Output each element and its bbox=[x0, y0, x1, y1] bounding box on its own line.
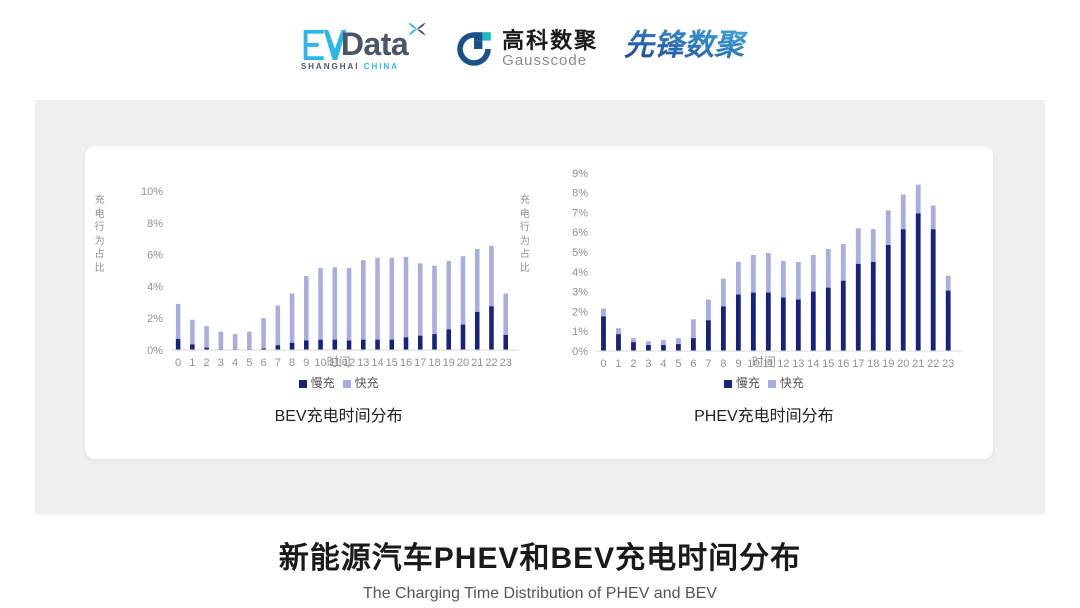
svg-text:10%: 10% bbox=[141, 186, 163, 198]
svg-text:3%: 3% bbox=[572, 287, 588, 299]
svg-text:4%: 4% bbox=[572, 267, 588, 279]
svg-text:2%: 2% bbox=[572, 306, 588, 318]
svg-text:2%: 2% bbox=[147, 313, 163, 325]
svg-text:先锋数聚: 先锋数聚 bbox=[624, 29, 748, 62]
svg-text:4%: 4% bbox=[147, 281, 163, 293]
svg-text:8%: 8% bbox=[147, 218, 163, 230]
svg-text:6%: 6% bbox=[572, 227, 588, 239]
svg-text:9%: 9% bbox=[572, 168, 588, 180]
svg-text:5%: 5% bbox=[572, 247, 588, 259]
svg-text:1%: 1% bbox=[572, 326, 588, 338]
svg-text:7%: 7% bbox=[572, 207, 588, 219]
svg-text:8%: 8% bbox=[572, 188, 588, 200]
svg-text:6%: 6% bbox=[147, 250, 163, 262]
